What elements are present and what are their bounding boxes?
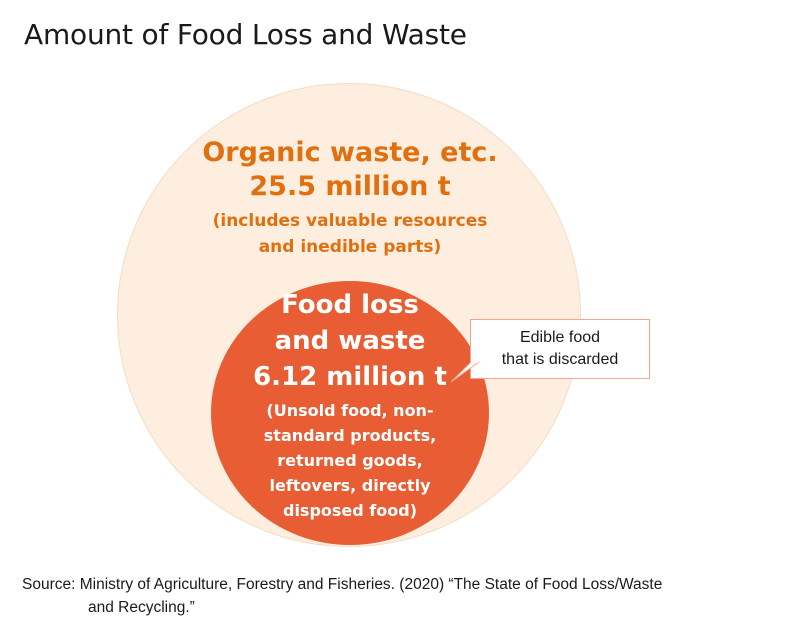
edible-food-callout: Edible food that is discarded: [470, 319, 650, 379]
source-citation: Source: Ministry of Agriculture, Forestr…: [22, 573, 787, 619]
food-loss-label: and waste: [274, 326, 426, 356]
food-loss-heading: Food loss and waste 6.12 million t: [211, 287, 489, 395]
food-loss-note-line: leftovers, directly: [269, 476, 431, 495]
page-title: Amount of Food Loss and Waste: [24, 18, 467, 51]
callout-pointer: [450, 360, 481, 383]
source-line: and Recycling.”: [88, 599, 195, 616]
organic-waste-note: (includes valuable resources and inedibl…: [150, 208, 550, 260]
food-loss-label: Food loss: [281, 290, 419, 320]
food-loss-circle: [211, 281, 489, 545]
organic-waste-note-line: (includes valuable resources: [212, 211, 488, 231]
food-loss-amount: 6.12 million t: [253, 362, 447, 392]
organic-waste-heading: Organic waste, etc. 25.5 million t: [150, 136, 550, 204]
organic-waste-label: Organic waste, etc.: [202, 137, 498, 168]
organic-waste-amount: 25.5 million t: [249, 171, 451, 202]
callout-text-line: that is discarded: [501, 351, 619, 368]
callout-text-line: Edible food: [519, 329, 601, 346]
food-loss-note-line: returned goods,: [277, 451, 423, 470]
food-loss-note-line: standard products,: [263, 426, 437, 445]
source-line: Source: Ministry of Agriculture, Forestr…: [22, 576, 663, 593]
organic-waste-note-line: and inedible parts): [258, 237, 442, 257]
food-loss-note-line: (Unsold food, non-: [266, 401, 434, 420]
food-loss-note: (Unsold food, non- standard products, re…: [211, 398, 489, 523]
food-loss-note-line: disposed food): [282, 501, 417, 520]
